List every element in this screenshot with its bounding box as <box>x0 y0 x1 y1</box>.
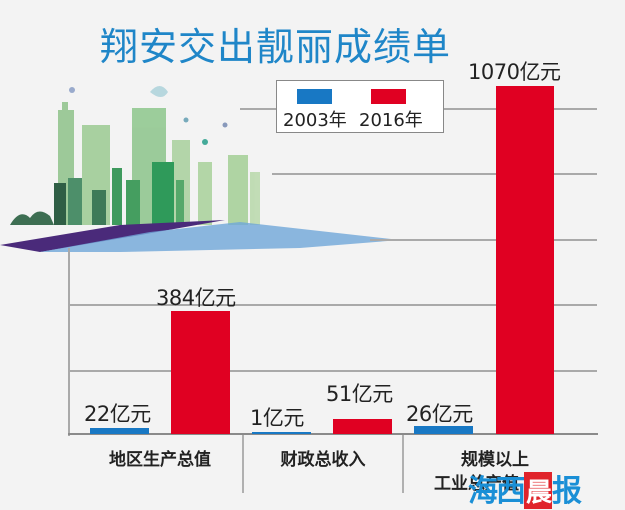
category-label-gdp: 地区生产总值 <box>109 450 211 470</box>
legend-swatch-2016 <box>371 89 406 104</box>
category-label-industry: 规模以上 工业总产值 <box>410 448 580 496</box>
category-label-industry-line1: 规模以上 <box>461 450 529 470</box>
watermark-text-1: 海西 <box>468 474 526 509</box>
watermark-text-2: 晨 <box>524 472 552 509</box>
gridline <box>272 173 597 175</box>
bar-industry-2016 <box>496 86 554 434</box>
bar-fiscal-2003 <box>252 432 311 434</box>
legend-swatch-2003 <box>297 89 332 104</box>
legend-label-2016: 2016年 <box>359 110 423 131</box>
watermark-logo: 海西晨报 <box>468 466 582 510</box>
gridline <box>68 304 597 306</box>
category-label-fiscal: 财政总收入 <box>280 450 366 470</box>
bar-gdp-2016 <box>171 311 230 434</box>
bar-fiscal-2016 <box>333 419 392 434</box>
value-label: 1070亿元 <box>468 60 561 84</box>
value-label: 26亿元 <box>406 402 473 426</box>
category-separator <box>402 435 404 493</box>
value-label: 22亿元 <box>84 402 151 426</box>
legend: 2003年 2016年 <box>276 80 444 133</box>
value-label: 51亿元 <box>326 382 393 406</box>
legend-label-2003: 2003年 <box>283 110 347 131</box>
bar-industry-2003 <box>414 426 473 434</box>
category-separator <box>242 435 244 493</box>
value-label: 384亿元 <box>156 286 236 310</box>
gridline <box>370 239 597 241</box>
bar-gdp-2003 <box>90 428 149 434</box>
watermark-text-3: 报 <box>552 474 582 509</box>
category-label-industry-line2: 工业总产值 <box>434 474 519 494</box>
y-axis <box>68 248 70 436</box>
x-axis <box>68 433 598 435</box>
value-label: 1亿元 <box>250 406 304 430</box>
gridline <box>68 370 597 372</box>
chart-title: 翔安交出靓丽成绩单 <box>100 25 452 69</box>
city-skyline-illustration <box>0 86 400 252</box>
